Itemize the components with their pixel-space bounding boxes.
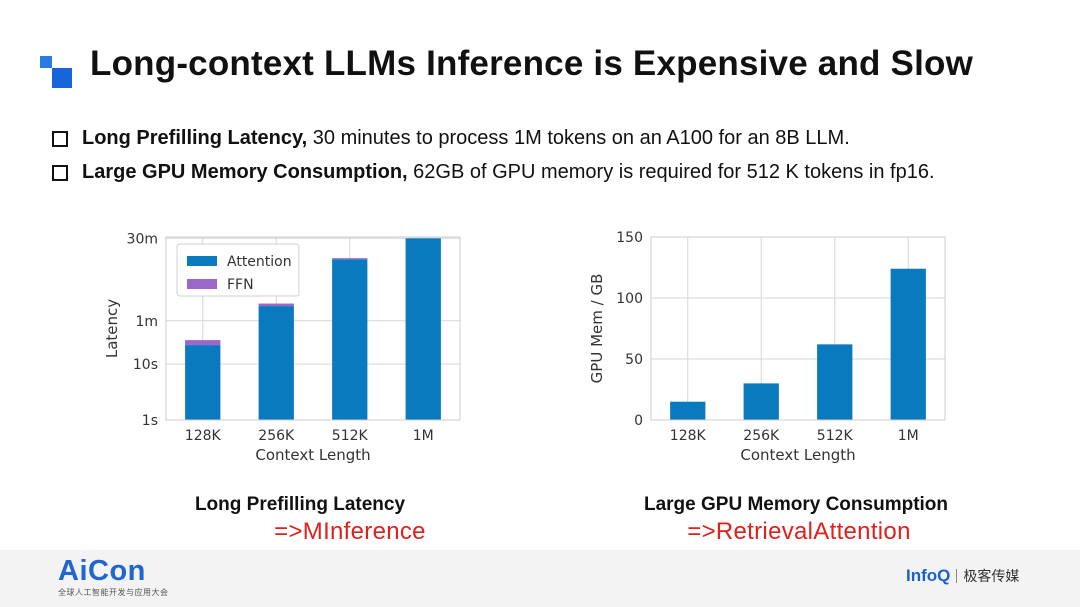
plot-frame xyxy=(650,236,946,421)
bar-value xyxy=(817,344,853,420)
right-method-caption: =>RetrievalAttention xyxy=(687,518,911,545)
checkbox-icon xyxy=(52,131,68,147)
bullet-item: Large GPU Memory Consumption, 62GB of GP… xyxy=(52,160,1042,184)
x-axis-label: Context Length xyxy=(740,446,855,464)
infoq-cn-name: 极客传媒 xyxy=(963,568,1020,584)
bar-value xyxy=(890,268,926,420)
y-tick-label: 50 xyxy=(625,352,643,368)
y-tick-label: 1s xyxy=(142,413,158,429)
infoq-brand: InfoQ xyxy=(906,566,951,585)
legend-label-attention: Attention xyxy=(227,254,292,270)
infoq-logo: InfoQ 极客传媒 xyxy=(906,566,1019,586)
x-tick-label: 128K xyxy=(185,428,222,444)
footer-bar xyxy=(0,550,1080,607)
y-tick-label: 150 xyxy=(616,230,643,246)
bullet-bold: Long Prefilling Latency, xyxy=(82,127,308,149)
x-axis-label: Context Length xyxy=(255,446,370,464)
left-caption: Long Prefilling Latency xyxy=(194,494,406,515)
bar-ffn xyxy=(185,340,221,346)
page-title: Long-context LLMs Inference is Expensive… xyxy=(90,44,974,83)
legend-swatch-attention xyxy=(187,256,217,266)
y-axis-label: Latency xyxy=(103,299,121,358)
bullet-body: 30 minutes to process 1M tokens on an A1… xyxy=(307,127,850,149)
bar-attention xyxy=(332,259,368,420)
bullet-bold: Large GPU Memory Consumption, xyxy=(82,161,408,183)
y-tick-label: 10s xyxy=(133,357,158,373)
bar-attention xyxy=(185,345,221,420)
y-tick-label: 100 xyxy=(616,291,643,307)
bar-attention xyxy=(258,306,294,420)
aicon-subtitle: 全球人工智能开发与应用大会 xyxy=(58,588,169,597)
y-tick-label: 30m xyxy=(127,231,158,247)
y-tick-label: 0 xyxy=(634,413,643,429)
x-tick-label: 1M xyxy=(898,428,919,444)
bullet-text: Large GPU Memory Consumption, 62GB of GP… xyxy=(82,160,935,184)
y-axis-label: GPU Mem / GB xyxy=(588,274,606,384)
left-method-caption: =>MInference xyxy=(274,518,426,545)
legend-label-ffn: FFN xyxy=(227,277,254,293)
bullet-body: 62GB of GPU memory is required for 512 K… xyxy=(407,161,935,183)
plot-frame xyxy=(165,236,461,421)
bar-ffn xyxy=(258,303,294,307)
x-tick-label: 512K xyxy=(332,428,369,444)
right-caption: Large GPU Memory Consumption xyxy=(643,494,949,515)
x-tick-label: 256K xyxy=(258,428,295,444)
x-tick-label: 256K xyxy=(743,428,780,444)
aicon-brand: AiCon xyxy=(58,555,146,587)
x-tick-label: 128K xyxy=(670,428,707,444)
bar-value xyxy=(743,383,779,420)
x-tick-label: 1M xyxy=(413,428,434,444)
bullet-text: Long Prefilling Latency, 30 minutes to p… xyxy=(82,126,850,150)
bar-value xyxy=(670,401,706,420)
y-tick-label: 1m xyxy=(135,314,158,330)
bullet-list: Long Prefilling Latency, 30 minutes to p… xyxy=(52,126,1042,194)
logo-separator xyxy=(956,569,958,583)
aicon-logo: AiCon 全球人工智能开发与应用大会 xyxy=(58,556,169,598)
bar-attention xyxy=(405,238,441,420)
bar-ffn xyxy=(332,258,368,260)
legend-swatch-ffn xyxy=(187,279,217,289)
checkbox-icon xyxy=(52,165,68,181)
title-square-icon xyxy=(40,56,74,90)
memory-chart: 0 50 100 150 128K 256K 512K 1M Context Length GPU… xyxy=(588,230,946,464)
latency-chart: 1s 10s 1m 30m 128K 256K 512K 1M Context Length La… xyxy=(103,231,461,464)
bullet-item: Long Prefilling Latency, 30 minutes to p… xyxy=(52,126,1042,150)
x-tick-label: 512K xyxy=(817,428,854,444)
